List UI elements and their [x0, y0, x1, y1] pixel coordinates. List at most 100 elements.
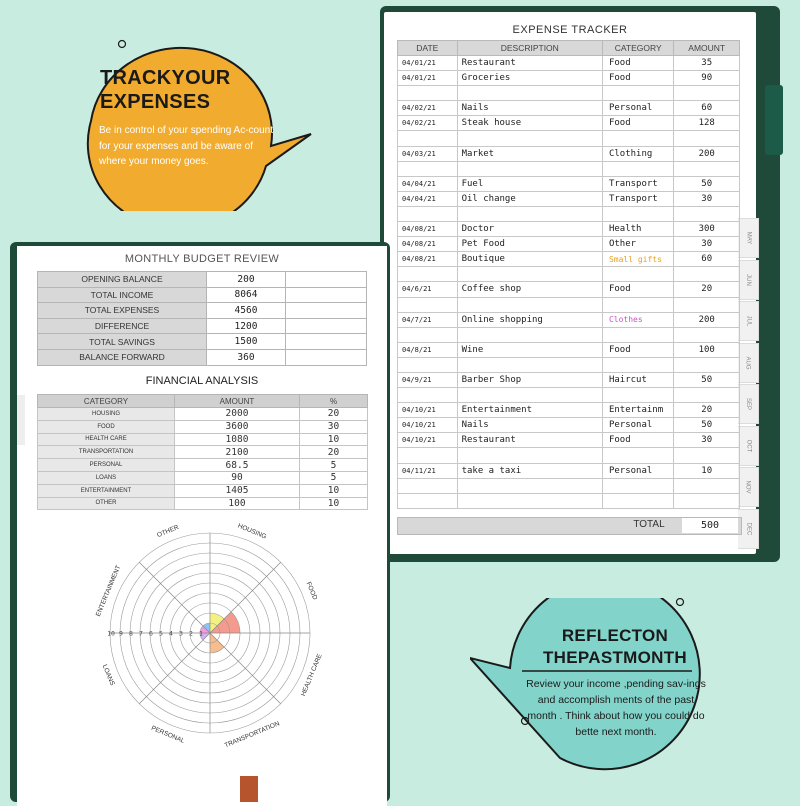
expense-description: Market: [456, 145, 603, 162]
analysis-row: FOOD 3600 30: [37, 419, 368, 434]
expense-description: Nails: [456, 417, 603, 434]
expense-row: [397, 447, 740, 464]
expense-row: 04/03/21 Market Clothing 200: [397, 145, 740, 162]
analysis-percent: 10: [299, 496, 368, 511]
analysis-row: ENTERTAINMENT 1405 10: [37, 483, 368, 498]
radar-scale-label: 2: [189, 630, 193, 638]
expense-category: [601, 477, 675, 494]
analysis-percent: 10: [299, 483, 368, 498]
analysis-amount: 3600: [174, 419, 300, 434]
expense-date: [397, 477, 458, 494]
expense-date: [397, 160, 458, 177]
radar-axis: [139, 562, 211, 634]
expense-date: [397, 205, 458, 223]
radar-category-label: PERSONAL: [150, 725, 186, 745]
radar-scale-label: 6: [149, 630, 153, 638]
expense-description: Doctor: [456, 221, 603, 238]
expense-date: 04/01/21: [397, 54, 458, 72]
analysis-row: HOUSING 2000 20: [37, 407, 368, 421]
expense-category: [601, 387, 675, 404]
budget-row: DIFFERENCE 1200: [37, 317, 367, 335]
expense-amount: [673, 205, 740, 223]
expense-description: Barber Shop: [456, 371, 603, 389]
month-tab-label: SEP: [744, 397, 751, 411]
expense-amount: 90: [673, 70, 740, 87]
fa-header-amount: AMOUNT: [174, 394, 300, 408]
expense-amount: 200: [673, 311, 740, 328]
expense-description: Entertainment: [456, 402, 603, 419]
financial-analysis-table: CATEGORY AMOUNT % HOUSING 2000 20 FOOD 3600 3…: [37, 394, 368, 511]
expense-category: [601, 130, 675, 147]
month-tab-jul[interactable]: JUL: [738, 301, 759, 341]
expense-row: 04/01/21 Restaurant Food 35: [397, 54, 740, 72]
expense-row: 04/9/21 Barber Shop Haircut 50: [397, 371, 740, 389]
budget-label: TOTAL EXPENSES: [37, 302, 207, 319]
budget-row: BALANCE FORWARD 360: [37, 348, 367, 366]
reflect-month-heading: REFLECTON THEPASTMONTH: [543, 626, 687, 667]
radar-sector-loans: [200, 633, 210, 641]
radar-category-label: FOOD: [305, 581, 319, 601]
track-expenses-heading: TRACKYOUR EXPENSES: [100, 67, 231, 113]
monthly-budget-title: MONTHLY BUDGET REVIEW: [17, 253, 387, 265]
expense-amount: [673, 492, 740, 509]
month-tab-may[interactable]: MAY: [738, 218, 759, 258]
expense-row: 04/10/21 Restaurant Food 30: [397, 432, 740, 449]
expense-description: [456, 387, 603, 404]
expense-row: [397, 492, 740, 509]
analysis-amount: 100: [174, 496, 300, 511]
analysis-row: TRANSPORTATION 2100 20: [37, 445, 368, 460]
month-tab-oct[interactable]: OCT: [738, 425, 759, 466]
expense-date: 04/04/21: [397, 190, 458, 207]
bubble-pin-dot: [117, 39, 127, 49]
month-tab-sep[interactable]: SEP: [738, 384, 759, 424]
expense-description: Fuel: [456, 175, 603, 192]
expense-description: [456, 356, 603, 373]
budget-label: BALANCE FORWARD: [37, 348, 207, 366]
expense-amount: 50: [673, 175, 740, 192]
expense-description: Restaurant: [456, 432, 603, 449]
expense-date: 04/08/21: [397, 251, 458, 268]
month-tab-dec[interactable]: DEC: [738, 508, 759, 549]
expense-description: Restaurant: [456, 54, 603, 72]
expense-amount: 100: [673, 341, 740, 358]
expense-category: Personal: [601, 417, 675, 434]
expense-amount: 300: [673, 221, 740, 238]
budget-value: 360: [206, 348, 286, 366]
reflect-month-bubble: [470, 598, 701, 771]
analysis-percent: 5: [299, 458, 368, 472]
month-tab-nov[interactable]: NOV: [738, 467, 759, 507]
expense-row: [397, 296, 740, 313]
budget-row: OPENING BALANCE 200: [37, 271, 367, 288]
expense-description: Boutique: [456, 251, 603, 268]
expense-date: 04/10/21: [397, 432, 458, 449]
monthly-budget-title-text: MONTHLY BUDGET REVIEW: [124, 253, 280, 265]
expense-category: Clothing: [601, 145, 675, 162]
expense-description: Oil change: [456, 190, 603, 207]
month-tab-aug[interactable]: AUG: [738, 342, 759, 383]
track-expenses-body: Be in control of your spending Ac-count …: [99, 125, 273, 167]
expense-amount: [673, 160, 740, 177]
expense-category: [601, 492, 675, 509]
expense-row: 04/7/21 Online shopping Clothes 200: [397, 311, 740, 328]
expense-category: [601, 160, 675, 177]
radar-category-label: HEALTH CARE: [300, 652, 324, 697]
expense-amount: 60: [673, 100, 740, 117]
expense-description: [456, 266, 603, 283]
expense-date: [397, 266, 458, 283]
expense-date: 04/03/21: [397, 145, 458, 162]
expense-date: [397, 447, 458, 464]
expense-row: 04/02/21 Nails Personal 60: [397, 100, 740, 117]
bubble-pin-dot: [675, 598, 685, 607]
month-tab-label: JUL: [744, 315, 751, 327]
expense-table: DATE DESCRIPTION CATEGORY AMOUNT 04/01/2…: [397, 40, 740, 509]
expense-amount: 30: [673, 236, 740, 253]
analysis-amount: 2100: [174, 445, 300, 460]
budget-empty-cell: [285, 348, 367, 366]
expense-date: 04/01/21: [397, 70, 458, 87]
analysis-percent: 20: [299, 407, 368, 421]
expense-description: Groceries: [456, 70, 603, 87]
month-tab-jun[interactable]: JUN: [738, 259, 759, 300]
analysis-amount: 68.5: [174, 458, 300, 472]
month-tab-label: NOV: [744, 480, 751, 494]
expense-row: 04/8/21 Wine Food 100: [397, 341, 740, 358]
